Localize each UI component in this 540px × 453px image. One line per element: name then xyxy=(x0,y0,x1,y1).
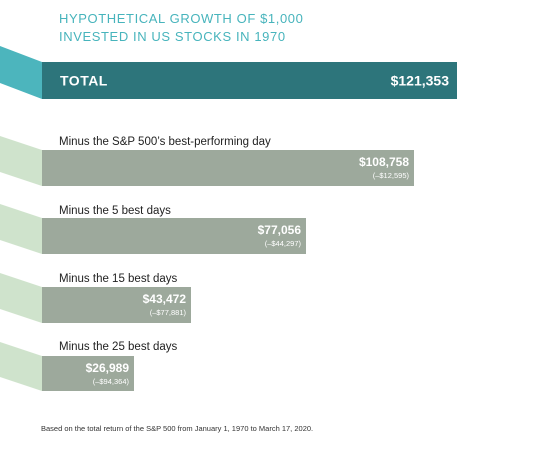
bar-ribbon-3 xyxy=(0,273,42,323)
bar-1 xyxy=(42,150,414,186)
bar-3 xyxy=(42,287,191,323)
footnote: Based on the total return of the S&P 500… xyxy=(41,424,314,433)
chart-title: HYPOTHETICAL GROWTH OF $1,000 INVESTED I… xyxy=(59,10,303,46)
bar-value-3: $43,472 xyxy=(143,292,187,306)
bar-category-label-2: Minus the 5 best days xyxy=(59,205,171,217)
bar-ribbon-2 xyxy=(0,204,42,254)
bar-4 xyxy=(42,356,134,391)
bar-ribbon-4 xyxy=(0,342,42,391)
bar-value-total: $121,353 xyxy=(391,73,450,89)
bar-ribbon-0 xyxy=(0,46,42,99)
bar-diff-4: (–$94,364) xyxy=(93,377,130,386)
chart-title-line1: HYPOTHETICAL GROWTH OF $1,000 xyxy=(59,11,304,26)
bar-category-label-3: Minus the 15 best days xyxy=(59,273,178,285)
bar-0 xyxy=(42,62,457,99)
bar-diff-1: (–$12,595) xyxy=(373,171,410,180)
bar-category-label-4: Minus the 25 best days xyxy=(59,341,178,353)
bar-value-4: $26,989 xyxy=(86,361,130,375)
bar-value-2: $77,056 xyxy=(258,223,302,237)
bar-ribbon-1 xyxy=(0,136,42,186)
bar-2 xyxy=(42,218,306,254)
bar-diff-3: (–$77,881) xyxy=(150,308,187,317)
bar-value-1: $108,758 xyxy=(359,155,409,169)
chart-title-line2: INVESTED IN US STOCKS IN 1970 xyxy=(59,29,286,44)
bar-diff-2: (–$44,297) xyxy=(265,239,302,248)
bar-label-total: TOTAL xyxy=(60,73,108,89)
bar-category-label-1: Minus the S&P 500’s best-performing day xyxy=(59,136,271,148)
